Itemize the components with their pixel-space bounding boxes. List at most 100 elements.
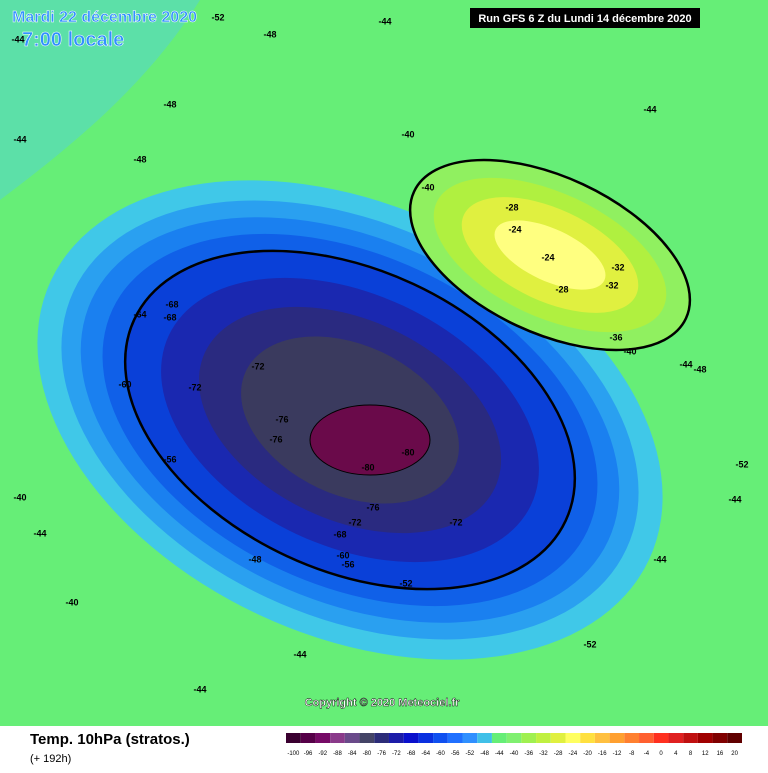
contour-label: -68 (163, 312, 176, 322)
colorbar-swatch (594, 733, 610, 743)
colorbar-label: -20 (583, 751, 592, 757)
colorbar-label: 16 (717, 751, 724, 757)
colorbar-swatch (315, 733, 331, 743)
contour-label: -44 (13, 134, 26, 144)
contour-label: -40 (401, 129, 414, 139)
colorbar-swatch (697, 733, 713, 743)
colorbar-label: -44 (495, 751, 504, 757)
colorbar-label: -28 (554, 751, 563, 757)
contour-label: -68 (333, 529, 346, 539)
colorbar-label: -40 (510, 751, 519, 757)
colorbar-label: -76 (377, 751, 386, 757)
colorbar-label: -16 (598, 751, 607, 757)
contour-label: -44 (11, 34, 24, 44)
colorbar-label: -80 (363, 751, 372, 757)
colorbar-swatch (550, 733, 566, 743)
contour-label: -28 (555, 284, 568, 294)
contour-label: -60 (336, 550, 349, 560)
colorbar-label: -100 (287, 751, 300, 757)
contour-label: -36 (609, 332, 622, 342)
colorbar-label: -96 (304, 751, 313, 757)
contour-label: -72 (348, 517, 361, 527)
colorbar-swatch (433, 733, 448, 743)
colorbar-swatch (462, 733, 478, 743)
colorbar-label: 12 (702, 751, 709, 757)
colorbar-label: 0 (659, 751, 663, 757)
contour-label: -44 (293, 649, 306, 659)
colorbar-label: -56 (451, 751, 460, 757)
colorbar-swatch (418, 733, 434, 743)
run-info: Run GFS 6 Z du Lundi 14 décembre 2020 (478, 13, 691, 25)
product-title: Temp. 10hPa (stratos.) (30, 731, 190, 748)
vortex-core (309, 404, 431, 476)
colorbar-swatch (477, 733, 492, 743)
contour-label: -76 (269, 434, 282, 444)
contour-label: -44 (653, 554, 666, 564)
contour-label: -44 (728, 494, 741, 504)
colorbar-label: -84 (348, 751, 357, 757)
colorbar-swatch (668, 733, 684, 743)
contour-label: -44 (643, 104, 656, 114)
contour-label: -28 (505, 202, 518, 212)
contour-label: -48 (163, 99, 176, 109)
colorbar-label: -68 (407, 751, 416, 757)
colorbar-swatch (491, 733, 507, 743)
contour-label: -24 (541, 252, 554, 262)
colorbar-swatch (374, 733, 389, 743)
contour-label: -44 (679, 359, 692, 369)
colorbar-swatch (286, 733, 301, 743)
contour-label: -48 (693, 364, 706, 374)
contour-label: -76 (275, 414, 288, 424)
contour-label: -80 (361, 462, 374, 472)
contour-label: -76 (366, 502, 379, 512)
copyright: Copyright © 2020 Meteociel.fr (305, 697, 461, 709)
lead-time: (+ 192h) (30, 753, 71, 765)
colorbar-label: -24 (569, 751, 578, 757)
valid-date: Mardi 22 décembre 2020 (12, 9, 197, 26)
contour-label: -48 (248, 554, 261, 564)
colorbar: -100 -96 -92 -88 -84 -80 -76 -72 -68 -64 -60 -56 -52… (286, 733, 742, 757)
map-region (0, 0, 200, 200)
contour-label: -52 (211, 12, 224, 22)
contour-label: -48 (133, 154, 146, 164)
colorbar-swatch (506, 733, 522, 743)
contour-label: -56 (341, 559, 354, 569)
contour-label: -44 (33, 528, 46, 538)
run-box (470, 8, 700, 28)
colorbar-swatch (521, 733, 537, 743)
contour-label: -52 (399, 578, 412, 588)
colorbar-swatch (330, 733, 345, 743)
colorbar-swatch (403, 733, 419, 743)
contour-label: -68 (165, 299, 178, 309)
colorbar-label: 20 (731, 751, 738, 757)
contour-label: -72 (188, 382, 201, 392)
colorbar-label: -88 (333, 751, 342, 757)
colorbar-swatch (388, 733, 404, 743)
colorbar-label: -12 (613, 751, 622, 757)
contour-label: -40 (65, 597, 78, 607)
colorbar-swatch (727, 733, 742, 743)
colorbar-swatch (653, 733, 669, 743)
colorbar-swatch (683, 733, 698, 743)
colorbar-label: -32 (539, 751, 548, 757)
colorbar-swatch (536, 733, 551, 743)
colorbar-swatch (580, 733, 595, 743)
colorbar-swatch (300, 733, 316, 743)
contour-label: -52 (583, 639, 596, 649)
colorbar-label: -72 (392, 751, 401, 757)
colorbar-label: 8 (689, 751, 693, 757)
contour-label: -80 (401, 447, 414, 457)
colorbar-swatch (624, 733, 640, 743)
contour-label: -40 (421, 182, 434, 192)
contour-label: -64 (133, 309, 146, 319)
contour-label: -44 (378, 16, 391, 26)
contour-label: -32 (605, 280, 618, 290)
colorbar-label: 4 (674, 751, 678, 757)
contour-label: -72 (449, 517, 462, 527)
colorbar-label: -48 (480, 751, 489, 757)
valid-time: 7:00 locale (22, 29, 124, 51)
contour-label: -72 (251, 361, 264, 371)
contour-labels: -52-48-44-44-44-48-48-44-40-40-28-24-24-… (11, 12, 748, 694)
contour-label: -40 (623, 346, 636, 356)
